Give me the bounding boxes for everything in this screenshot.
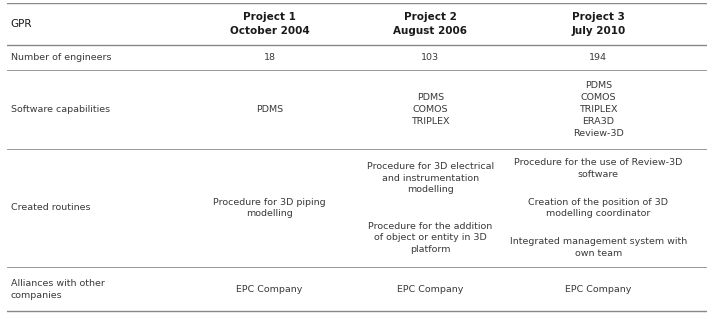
- Text: 18: 18: [263, 53, 276, 63]
- Text: EPC Company: EPC Company: [565, 285, 632, 294]
- Text: Procedure for the use of Review-3D
software: Procedure for the use of Review-3D softw…: [514, 158, 683, 179]
- Text: EPC Company: EPC Company: [236, 285, 303, 294]
- Text: Creation of the position of 3D
modelling coordinator: Creation of the position of 3D modelling…: [528, 198, 668, 218]
- Text: Project 1
October 2004: Project 1 October 2004: [230, 12, 309, 36]
- Text: Procedure for the addition
of object or entity in 3D
platform: Procedure for the addition of object or …: [368, 222, 493, 254]
- Text: Integrated management system with
own team: Integrated management system with own te…: [510, 237, 687, 258]
- Text: Procedure for 3D piping
modelling: Procedure for 3D piping modelling: [213, 198, 326, 218]
- Text: PDMS
COMOS
TRIPLEX
ERA3D
Review-3D: PDMS COMOS TRIPLEX ERA3D Review-3D: [573, 81, 624, 137]
- Text: 103: 103: [421, 53, 440, 63]
- Text: Software capabilities: Software capabilities: [11, 105, 110, 114]
- Text: EPC Company: EPC Company: [397, 285, 463, 294]
- Text: Project 3
July 2010: Project 3 July 2010: [571, 12, 625, 36]
- Text: Created routines: Created routines: [11, 204, 90, 212]
- Text: Procedure for 3D electrical
and instrumentation
modelling: Procedure for 3D electrical and instrume…: [367, 162, 494, 194]
- Text: Project 2
August 2006: Project 2 August 2006: [393, 12, 468, 36]
- Text: Alliances with other
companies: Alliances with other companies: [11, 279, 104, 300]
- Text: GPR: GPR: [11, 19, 32, 29]
- Text: Number of engineers: Number of engineers: [11, 53, 111, 63]
- Text: 194: 194: [589, 53, 608, 63]
- Text: PDMS: PDMS: [256, 105, 283, 114]
- Text: PDMS
COMOS
TRIPLEX: PDMS COMOS TRIPLEX: [411, 93, 450, 126]
